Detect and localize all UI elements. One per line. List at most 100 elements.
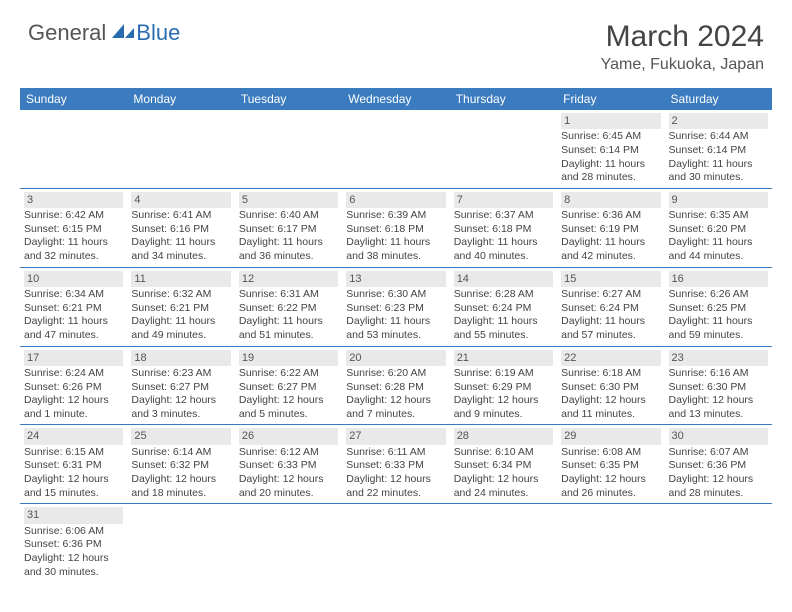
- cell-text: Sunset: 6:33 PM: [239, 459, 338, 473]
- cell-text: Sunset: 6:32 PM: [131, 459, 230, 473]
- calendar-row: 10Sunrise: 6:34 AMSunset: 6:21 PMDayligh…: [20, 267, 772, 346]
- cell-text: Sunrise: 6:19 AM: [454, 367, 553, 381]
- cell-text: Daylight: 11 hours: [239, 236, 338, 250]
- day-number: 24: [24, 428, 123, 444]
- cell-text: Sunset: 6:21 PM: [131, 302, 230, 316]
- logo-text-general: General: [28, 20, 106, 46]
- day-number: 27: [346, 428, 445, 444]
- calendar-cell: 23Sunrise: 6:16 AMSunset: 6:30 PMDayligh…: [665, 346, 772, 425]
- cell-text: Daylight: 11 hours: [561, 236, 660, 250]
- cell-text: Sunrise: 6:16 AM: [669, 367, 768, 381]
- calendar-row: 31Sunrise: 6:06 AMSunset: 6:36 PMDayligh…: [20, 504, 772, 582]
- cell-text: Sunset: 6:27 PM: [131, 381, 230, 395]
- day-number: 17: [24, 350, 123, 366]
- day-number: 19: [239, 350, 338, 366]
- cell-text: Daylight: 12 hours: [24, 394, 123, 408]
- cell-text: Sunset: 6:36 PM: [24, 538, 123, 552]
- cell-text: Daylight: 11 hours: [454, 315, 553, 329]
- cell-text: Sunrise: 6:45 AM: [561, 130, 660, 144]
- cell-text: Daylight: 11 hours: [561, 158, 660, 172]
- cell-text: Sunrise: 6:22 AM: [239, 367, 338, 381]
- cell-text: and 53 minutes.: [346, 329, 445, 343]
- cell-text: Sunrise: 6:06 AM: [24, 525, 123, 539]
- cell-text: and 40 minutes.: [454, 250, 553, 264]
- calendar-cell: [450, 504, 557, 582]
- cell-text: Daylight: 12 hours: [561, 394, 660, 408]
- cell-text: Sunset: 6:30 PM: [669, 381, 768, 395]
- calendar-cell: [127, 110, 234, 188]
- cell-text: Sunset: 6:35 PM: [561, 459, 660, 473]
- cell-text: Daylight: 12 hours: [24, 473, 123, 487]
- cell-text: and 9 minutes.: [454, 408, 553, 422]
- cell-text: and 3 minutes.: [131, 408, 230, 422]
- cell-text: Sunset: 6:27 PM: [239, 381, 338, 395]
- cell-text: Daylight: 12 hours: [24, 552, 123, 566]
- cell-text: Sunrise: 6:39 AM: [346, 209, 445, 223]
- calendar-cell: 15Sunrise: 6:27 AMSunset: 6:24 PMDayligh…: [557, 267, 664, 346]
- cell-text: Daylight: 12 hours: [239, 473, 338, 487]
- cell-text: Sunrise: 6:10 AM: [454, 446, 553, 460]
- cell-text: Daylight: 12 hours: [239, 394, 338, 408]
- logo: General Blue: [28, 20, 180, 46]
- calendar-cell: 18Sunrise: 6:23 AMSunset: 6:27 PMDayligh…: [127, 346, 234, 425]
- day-number: 18: [131, 350, 230, 366]
- cell-text: Sunset: 6:30 PM: [561, 381, 660, 395]
- cell-text: and 47 minutes.: [24, 329, 123, 343]
- cell-text: and 38 minutes.: [346, 250, 445, 264]
- cell-text: Sunset: 6:22 PM: [239, 302, 338, 316]
- calendar-cell: 20Sunrise: 6:20 AMSunset: 6:28 PMDayligh…: [342, 346, 449, 425]
- cell-text: Daylight: 11 hours: [669, 158, 768, 172]
- calendar-cell: [342, 110, 449, 188]
- calendar-cell: 26Sunrise: 6:12 AMSunset: 6:33 PMDayligh…: [235, 425, 342, 504]
- day-number: 12: [239, 271, 338, 287]
- cell-text: Daylight: 12 hours: [669, 394, 768, 408]
- calendar-cell: [235, 504, 342, 582]
- cell-text: and 30 minutes.: [669, 171, 768, 185]
- weekday-header-row: Sunday Monday Tuesday Wednesday Thursday…: [20, 88, 772, 110]
- calendar-cell: [557, 504, 664, 582]
- calendar-cell: 17Sunrise: 6:24 AMSunset: 6:26 PMDayligh…: [20, 346, 127, 425]
- cell-text: and 44 minutes.: [669, 250, 768, 264]
- cell-text: Sunrise: 6:41 AM: [131, 209, 230, 223]
- cell-text: Sunset: 6:17 PM: [239, 223, 338, 237]
- calendar-cell: 7Sunrise: 6:37 AMSunset: 6:18 PMDaylight…: [450, 188, 557, 267]
- cell-text: and 59 minutes.: [669, 329, 768, 343]
- logo-text-blue: Blue: [136, 20, 180, 46]
- cell-text: and 28 minutes.: [561, 171, 660, 185]
- day-number: 20: [346, 350, 445, 366]
- cell-text: Daylight: 11 hours: [669, 315, 768, 329]
- calendar-cell: 28Sunrise: 6:10 AMSunset: 6:34 PMDayligh…: [450, 425, 557, 504]
- cell-text: Sunset: 6:18 PM: [454, 223, 553, 237]
- day-number: 25: [131, 428, 230, 444]
- calendar-cell: 31Sunrise: 6:06 AMSunset: 6:36 PMDayligh…: [20, 504, 127, 582]
- calendar-table: Sunday Monday Tuesday Wednesday Thursday…: [20, 88, 772, 582]
- cell-text: Sunrise: 6:44 AM: [669, 130, 768, 144]
- cell-text: Daylight: 12 hours: [561, 473, 660, 487]
- cell-text: and 18 minutes.: [131, 487, 230, 501]
- cell-text: Sunrise: 6:42 AM: [24, 209, 123, 223]
- calendar-cell: 11Sunrise: 6:32 AMSunset: 6:21 PMDayligh…: [127, 267, 234, 346]
- cell-text: Sunrise: 6:18 AM: [561, 367, 660, 381]
- cell-text: Sunset: 6:24 PM: [454, 302, 553, 316]
- calendar-cell: 25Sunrise: 6:14 AMSunset: 6:32 PMDayligh…: [127, 425, 234, 504]
- cell-text: Daylight: 11 hours: [131, 315, 230, 329]
- day-number: 5: [239, 192, 338, 208]
- cell-text: Daylight: 12 hours: [454, 394, 553, 408]
- cell-text: and 24 minutes.: [454, 487, 553, 501]
- cell-text: and 32 minutes.: [24, 250, 123, 264]
- cell-text: Sunset: 6:14 PM: [669, 144, 768, 158]
- calendar-cell: 16Sunrise: 6:26 AMSunset: 6:25 PMDayligh…: [665, 267, 772, 346]
- cell-text: Sunrise: 6:11 AM: [346, 446, 445, 460]
- cell-text: Sunrise: 6:34 AM: [24, 288, 123, 302]
- cell-text: and 5 minutes.: [239, 408, 338, 422]
- calendar-cell: 14Sunrise: 6:28 AMSunset: 6:24 PMDayligh…: [450, 267, 557, 346]
- cell-text: Sunrise: 6:07 AM: [669, 446, 768, 460]
- cell-text: and 55 minutes.: [454, 329, 553, 343]
- calendar-cell: 6Sunrise: 6:39 AMSunset: 6:18 PMDaylight…: [342, 188, 449, 267]
- calendar-cell: 19Sunrise: 6:22 AMSunset: 6:27 PMDayligh…: [235, 346, 342, 425]
- calendar-cell: [665, 504, 772, 582]
- cell-text: Daylight: 11 hours: [346, 315, 445, 329]
- cell-text: Sunrise: 6:35 AM: [669, 209, 768, 223]
- location: Yame, Fukuoka, Japan: [601, 56, 764, 74]
- day-number: 23: [669, 350, 768, 366]
